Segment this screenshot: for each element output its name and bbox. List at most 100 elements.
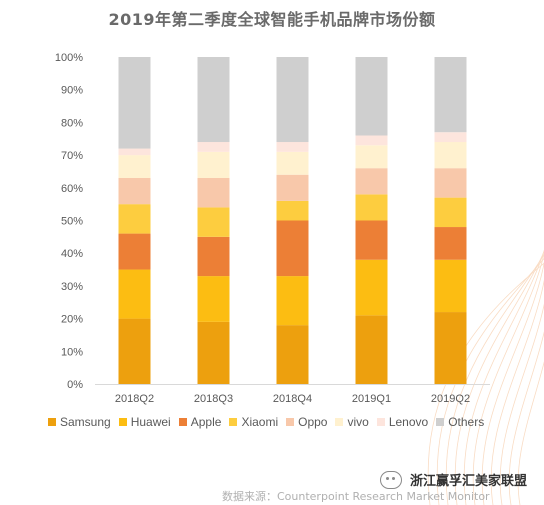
legend-item: Samsung bbox=[48, 415, 111, 429]
bar-segment-lenovo bbox=[197, 142, 230, 152]
legend-item: Apple bbox=[178, 415, 222, 429]
bar-segment-vivo bbox=[355, 145, 388, 169]
bar-segment-lenovo bbox=[355, 135, 388, 146]
watermark-text: 浙江赢孚汇美家联盟 bbox=[410, 474, 528, 489]
y-tick-label: 10% bbox=[61, 346, 83, 358]
bar-segment-apple bbox=[118, 233, 151, 270]
bar-segment-vivo bbox=[197, 151, 230, 178]
y-tick-label: 40% bbox=[61, 248, 83, 260]
watermark: 浙江赢孚汇美家联盟 bbox=[380, 470, 527, 489]
legend-item: Others bbox=[436, 415, 484, 429]
legend-item: Huawei bbox=[118, 415, 171, 429]
bar-segment-lenovo bbox=[118, 148, 151, 156]
x-tick-label: 2019Q1 bbox=[352, 393, 391, 405]
bar-stack bbox=[355, 57, 388, 384]
decorative-wave-line bbox=[472, 251, 544, 505]
bar-segment-xiaomi bbox=[276, 200, 309, 221]
bar-segment-vivo bbox=[434, 142, 467, 169]
bar-segment-others bbox=[276, 57, 309, 143]
x-tick-label: 2018Q3 bbox=[194, 393, 233, 405]
bar-stack bbox=[197, 57, 230, 384]
bar-segment-apple bbox=[434, 227, 467, 260]
bar-segment-lenovo bbox=[276, 142, 309, 152]
bar-segment-oppo bbox=[118, 177, 151, 205]
bar-segment-huawei bbox=[118, 269, 151, 319]
bar-segment-apple bbox=[355, 220, 388, 260]
bar-segment-apple bbox=[197, 236, 230, 277]
y-tick-label: 100% bbox=[55, 52, 83, 64]
bar-segment-vivo bbox=[118, 155, 151, 178]
y-tick-label: 80% bbox=[61, 117, 83, 129]
legend-label: Lenovo bbox=[388, 415, 429, 429]
y-tick-label: 70% bbox=[61, 150, 83, 162]
legend-item: Xiaomi bbox=[229, 415, 278, 429]
bar-stack bbox=[276, 57, 309, 384]
bar-stack bbox=[434, 57, 467, 384]
decorative-wave-line bbox=[454, 250, 544, 505]
bar-segment-oppo bbox=[276, 174, 309, 201]
decorative-wave-line bbox=[508, 331, 544, 505]
legend-item: vivo bbox=[335, 415, 369, 429]
y-tick-label: 60% bbox=[61, 183, 83, 195]
decorative-wave-line bbox=[490, 279, 544, 505]
bar-segment-others bbox=[434, 57, 467, 133]
legend-label: Apple bbox=[190, 415, 222, 429]
decorative-wave-line bbox=[517, 361, 544, 505]
bar-segment-huawei bbox=[197, 276, 230, 322]
bar-segment-lenovo bbox=[434, 132, 467, 143]
y-tick-label: 30% bbox=[61, 281, 83, 293]
y-axis: 0% 10% 20% 30% 40% 50% 60% 70% 80% 90% 100% bbox=[55, 52, 83, 391]
legend-label: Xiaomi bbox=[241, 415, 279, 429]
legend-swatch bbox=[335, 418, 344, 426]
bar-segment-xiaomi bbox=[197, 207, 230, 237]
bar-segment-huawei bbox=[276, 276, 309, 326]
legend-swatch bbox=[118, 418, 127, 426]
decorative-wave-line bbox=[481, 261, 544, 505]
legend-swatch bbox=[436, 418, 445, 426]
bar-segment-xiaomi bbox=[434, 197, 467, 228]
bar-segment-apple bbox=[276, 220, 309, 277]
legend-swatch bbox=[286, 418, 295, 426]
bar-segment-huawei bbox=[434, 259, 467, 313]
bar-segment-others bbox=[197, 57, 230, 143]
bar-segment-xiaomi bbox=[355, 194, 388, 221]
bar-segment-samsung bbox=[355, 315, 388, 384]
legend-label: Oppo bbox=[298, 415, 328, 429]
decorative-wave-line bbox=[499, 303, 544, 505]
y-tick-label: 20% bbox=[61, 314, 83, 326]
legend-label: Huawei bbox=[130, 415, 171, 429]
legend-label: vivo bbox=[347, 415, 369, 429]
legend-swatch bbox=[178, 418, 187, 426]
bar-segment-xiaomi bbox=[118, 204, 151, 234]
x-axis: 2018Q2 2018Q3 2018Q4 2019Q1 2019Q2 bbox=[115, 393, 470, 405]
legend-item: Oppo bbox=[286, 415, 327, 429]
bar-segment-samsung bbox=[197, 321, 230, 384]
x-tick-label: 2019Q2 bbox=[431, 393, 470, 405]
bar-segment-samsung bbox=[434, 312, 467, 384]
bar-segment-samsung bbox=[276, 325, 309, 384]
x-tick-label: 2018Q4 bbox=[273, 393, 312, 405]
bar-segment-huawei bbox=[355, 259, 388, 316]
y-tick-label: 90% bbox=[61, 85, 83, 97]
decorative-wave-line bbox=[463, 249, 544, 505]
bar-segment-others bbox=[118, 57, 151, 149]
bar-segment-oppo bbox=[355, 168, 388, 195]
bar-stacks bbox=[118, 57, 467, 384]
bar-stack bbox=[118, 57, 151, 384]
legend-label: Others bbox=[448, 415, 485, 429]
source-note: 数据来源：Counterpoint Research Market Monito… bbox=[222, 490, 490, 503]
y-tick-label: 0% bbox=[67, 379, 83, 391]
legend: Samsung Huawei Apple Xiaomi Oppo vivo Lenovo Ot… bbox=[48, 415, 538, 429]
wechat-icon bbox=[380, 470, 402, 489]
bar-segment-samsung bbox=[118, 318, 151, 384]
bar-segment-vivo bbox=[276, 151, 309, 175]
legend-swatch bbox=[229, 418, 238, 426]
legend-swatch bbox=[48, 418, 56, 426]
bar-segment-others bbox=[355, 57, 388, 136]
decorative-wave-lines bbox=[427, 249, 544, 505]
x-tick-label: 2018Q2 bbox=[115, 393, 154, 405]
bar-segment-oppo bbox=[197, 177, 230, 208]
legend-label: Samsung bbox=[60, 415, 111, 429]
y-tick-label: 50% bbox=[61, 216, 83, 228]
legend-item: Lenovo bbox=[376, 415, 429, 429]
